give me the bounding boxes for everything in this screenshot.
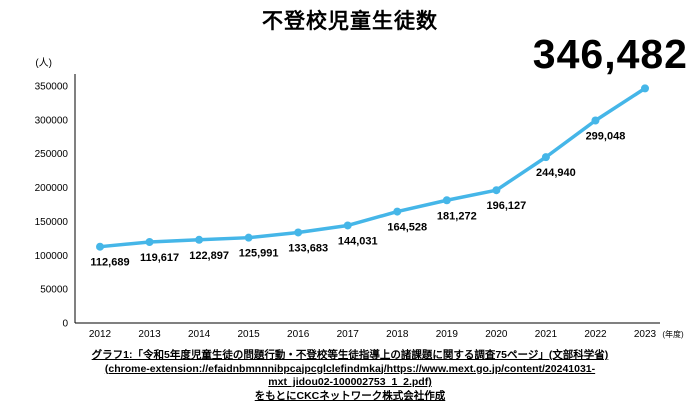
svg-text:244,940: 244,940	[536, 167, 576, 179]
svg-text:100000: 100000	[35, 251, 69, 262]
caption-line-4: をもとにCKCネットワーク株式会社作成	[254, 389, 446, 402]
svg-text:196,127: 196,127	[486, 200, 526, 212]
source-link-line-1[interactable]: (chrome-extension://efaidnbmnnnibpcajpcg…	[104, 362, 596, 375]
svg-text:250000: 250000	[35, 149, 69, 160]
svg-text:2012: 2012	[89, 329, 112, 340]
svg-text:2017: 2017	[337, 329, 360, 340]
svg-text:122,897: 122,897	[189, 250, 229, 262]
svg-text:(人): (人)	[35, 57, 52, 69]
svg-text:125,991: 125,991	[239, 248, 279, 260]
svg-text:144,031: 144,031	[338, 235, 378, 247]
chart-area: (人) 0 50000 100000 150000 200000 250000 300000 3…	[0, 50, 700, 350]
line-chart: (人) 0 50000 100000 150000 200000 250000 300000 3…	[35, 57, 684, 340]
source-caption: グラフ1:「令和5年度児童生徒の問題行動・不登校等生徒指導上の諸課題に関する調査…	[0, 349, 700, 403]
latest-value-callout: 346,482	[532, 31, 688, 77]
svg-text:2018: 2018	[386, 329, 409, 340]
svg-text:133,683: 133,683	[288, 242, 328, 254]
svg-text:2019: 2019	[436, 329, 459, 340]
svg-text:299,048: 299,048	[586, 131, 626, 143]
svg-text:2016: 2016	[287, 329, 310, 340]
caption-line-1: グラフ1:「令和5年度児童生徒の問題行動・不登校等生徒指導上の諸課題に関する調査…	[91, 349, 609, 361]
svg-text:0: 0	[62, 319, 68, 330]
source-link-line-2[interactable]: mxt_jidou02-100002753_1_2.pdf)	[268, 376, 432, 388]
svg-text:300000: 300000	[35, 115, 69, 126]
svg-text:2013: 2013	[138, 329, 161, 340]
svg-text:350000: 350000	[35, 82, 69, 93]
svg-text:164,528: 164,528	[387, 222, 427, 234]
svg-text:2014: 2014	[188, 329, 211, 340]
svg-text:2023: 2023	[634, 329, 657, 340]
svg-text:150000: 150000	[35, 217, 69, 228]
svg-text:(年度): (年度)	[662, 329, 684, 339]
svg-text:2021: 2021	[535, 329, 558, 340]
svg-text:50000: 50000	[40, 285, 68, 296]
chart-title: 不登校児童生徒数	[262, 10, 438, 33]
svg-text:181,272: 181,272	[437, 210, 477, 222]
svg-text:119,617: 119,617	[140, 252, 179, 264]
svg-text:2015: 2015	[238, 329, 261, 340]
svg-text:2022: 2022	[584, 329, 607, 340]
svg-text:2020: 2020	[485, 329, 508, 340]
svg-text:112,689: 112,689	[90, 257, 129, 269]
svg-text:200000: 200000	[35, 183, 69, 194]
